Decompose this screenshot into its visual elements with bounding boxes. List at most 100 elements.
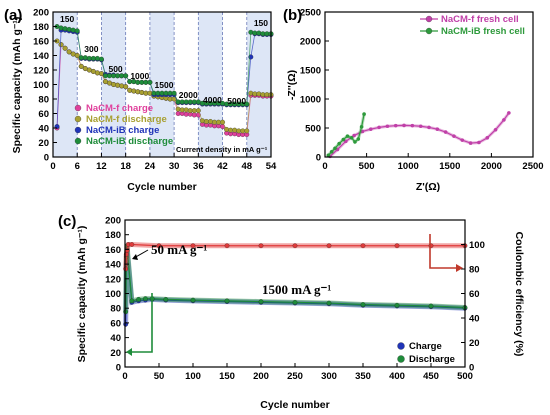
panel-b-xtick-label: 0 [322,161,327,172]
panel-a-legend-label: NaCM-iB charge [86,125,159,136]
panel-a-ticks: 0 6 12 18 24 30 36 42 48 54 0 20 40 60 80 100 120 140 160 1… [33,8,277,173]
panel-a-point [58,25,64,31]
panel-a-point [70,27,76,33]
panel-c-ytick-label: 200 [105,216,121,227]
panel-a-point [119,83,125,89]
panel-a-segment-label: 300 [84,44,98,54]
panel-c-xtick-label: 500 [457,371,473,382]
panel-c-arrow-capacity [128,293,153,353]
panel-a-point [123,73,129,79]
panel-c-legend-marker [397,342,405,350]
panel-b-ytick-label: 1500 [300,66,321,77]
panel-c-ytick-right-label: 40 [469,314,480,325]
panel-c-arrowhead-capacity [126,348,132,356]
panel-b-point [443,130,448,134]
panel-b-point [368,127,373,131]
panel-a-band [198,12,223,157]
panel-b-point [356,137,361,141]
panel-c-point [394,243,400,249]
panel-c-ytick-label: 140 [105,260,121,271]
panel-a-ytick-label: 160 [33,37,49,48]
panel-b-point [427,125,431,130]
panel-a-legend-marker [74,137,82,145]
panel-c-ytick-right-label: 60 [469,289,480,300]
panel-a-legend-marker [74,104,82,112]
panel-a-point [127,87,133,93]
panel-b-point [345,134,350,138]
panel-c-point [129,298,135,304]
panel-c-ytick-label: 160 [105,245,121,256]
panel-b-ytick-label: 1000 [300,95,321,106]
panel-b-legend-marker [425,27,433,35]
panel-b-point [329,149,334,154]
panel-a-xtick-label: 0 [50,161,55,172]
panel-b-point [362,112,366,116]
panel-a-point [98,56,104,62]
panel-c-xtick-label: 100 [185,371,201,382]
panel-b-point [353,140,357,144]
panel-a-point [62,45,68,51]
panel-c-annotation-1500: 1500 mA g⁻¹ [262,282,331,297]
panel-c-point [190,297,196,303]
panel-a-point [224,126,230,132]
panel-c-ytick-right-label: 80 [469,265,480,276]
panel-a-xtick-label: 6 [75,161,80,172]
panel-a-point [248,29,254,35]
panel-a-xtick-label: 24 [145,161,156,172]
panel-b-point [359,125,364,129]
panel-a-ytick-label: 20 [38,138,49,149]
panel-a-ytick-label: 60 [38,109,49,120]
panel-a-point [139,90,145,95]
panel-b-xtick-label: 1500 [439,161,460,172]
panel-c-ytick-right-label: 0 [469,363,474,374]
panel-a-xtick-label: 36 [193,161,204,172]
panel-a-point [135,89,141,95]
panel-c-arrowhead-50 [132,254,138,260]
panel-a-segment-label: 150 [254,18,268,28]
panel-a-xtick-label: 48 [241,161,252,172]
panel-a-marks [54,24,274,137]
panel-a-segment-label: 1000 [130,71,149,81]
panel-c-xtick-label: 250 [287,371,303,382]
panel-b-point [402,123,406,128]
panel-a-xtick-label: 42 [217,161,228,172]
panel-c-label: (c) [58,213,76,230]
panel-b-ytick-label: 2000 [300,37,321,48]
panel-b-ytick-label: 2500 [300,8,321,19]
panel-b-point [337,141,341,146]
panel-b-point [360,129,365,134]
panel-b-point [344,139,348,144]
panel-c-point [143,296,148,301]
panel-c-ytick-label: 120 [105,274,121,285]
panel-b-point [377,125,381,130]
panel-c-xtick-label: 350 [355,371,371,382]
panel-b-point [502,118,506,122]
panel-c-ytick-label: 180 [105,230,121,241]
panel-a-segment-label: 4000 [203,95,222,105]
panel-a-point [199,118,205,124]
panel-a-point [248,90,254,96]
panel-a-ylabel: Specific capacity (mAh g⁻¹) [11,17,23,154]
panel-c-point [258,243,264,249]
panel-a-segment-label: 500 [108,64,122,74]
panel-a-ytick-label: 100 [33,80,49,91]
panel-b-point [468,141,473,145]
panel-c-legend-label: Discharge [409,354,455,365]
panel-b-point [477,140,481,145]
panel-c-xlabel: Cycle number [260,399,329,411]
panel-a-legend-label: NaCM-iB discharge [86,136,173,147]
panel-c-ylabel-right: Coulombic efficiency (%) [513,232,525,357]
panel-a-ytick-label: 0 [44,153,49,164]
panel-a-band [149,12,175,157]
panel-a-legend-label: NaCM-f charge [86,103,153,114]
panel-b-legend-label: NaCM-iB fresh cell [441,26,525,37]
panel-a-point [195,108,201,114]
panel-a-legend-marker [74,126,82,134]
panel-a-legend-marker [74,115,82,123]
panel-c-xtick-label: 200 [253,371,269,382]
panel-a-point [123,84,129,90]
panel-c-ytick-label: 80 [110,304,121,315]
